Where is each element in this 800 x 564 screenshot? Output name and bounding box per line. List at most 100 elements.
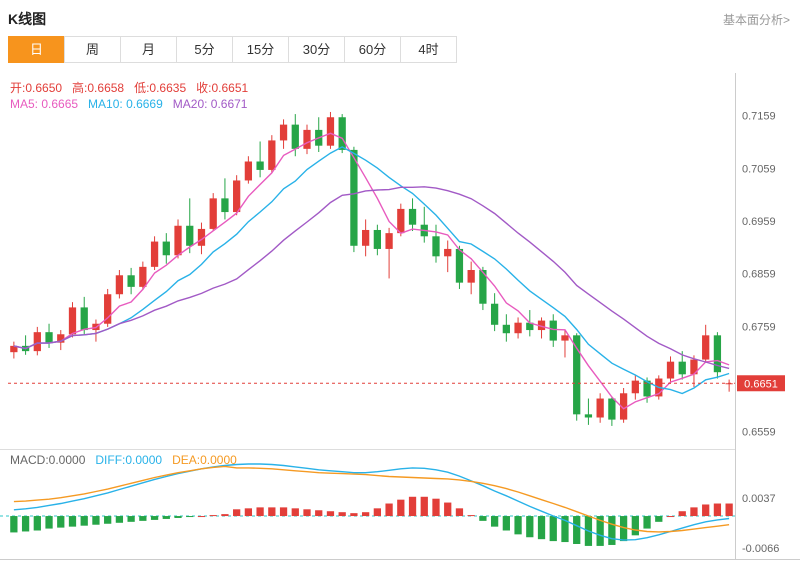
macd-histogram-bar [33,516,41,531]
candle-body [490,303,499,325]
macd-histogram-bar [127,516,135,522]
candle-body [104,294,112,324]
tab-15min[interactable]: 15分 [232,36,289,63]
current-price-tag [737,375,785,392]
macd-histogram-bar [80,516,88,526]
candle-body [139,266,147,287]
price-axis-label: 0.6759 [742,321,776,333]
candle-body [291,124,299,149]
macd-histogram-bar [537,516,546,540]
macd-histogram-bar [338,512,346,517]
macd-axis-label: -0.0066 [742,543,779,555]
candle-body [33,332,41,352]
macd-histogram-bar [490,516,499,527]
macd-histogram-bar [479,516,487,521]
price-axis-label: 0.7159 [742,111,776,123]
candle-body [268,140,276,170]
current-price-value: 0.6651 [744,378,778,390]
ma10-line [13,146,730,395]
macd-histogram-bar [526,516,534,538]
tab-4hour[interactable]: 4时 [400,36,457,63]
tab-30min[interactable]: 30分 [288,36,345,63]
candle-body [455,248,464,283]
fundamental-analysis-link[interactable]: 基本面分析> [722,12,790,27]
candle-body [326,117,335,146]
candle-body [279,124,288,141]
macd-histogram-bar [256,507,264,517]
candle-body [526,322,534,331]
macd-histogram-bar [397,499,405,517]
candle-body [174,225,182,256]
candle-body [338,117,346,150]
macd-histogram-bar [678,511,686,517]
macd-histogram-bar [197,516,206,518]
macd-histogram-bar [150,516,159,520]
candle-body [80,307,88,331]
tab-week[interactable]: 周 [64,36,121,63]
tab-5min[interactable]: 5分 [176,36,233,63]
candle-body [549,320,557,341]
macd-histogram-bar [104,516,112,524]
candle-body [502,324,510,334]
macd-histogram-bar [608,516,616,545]
candle-body [186,225,194,246]
diff-line [13,463,730,541]
candle-body [432,236,440,257]
price-axis-label: 0.6959 [742,216,776,228]
macd-histogram-bar [92,516,100,525]
tab-day[interactable]: 日 [8,36,65,63]
price-axis-label: 0.7059 [742,163,776,175]
candle-body [537,320,546,331]
candle-body [467,270,475,283]
header: K线图 基本面分析> [0,0,800,34]
candle-body [397,208,405,234]
candle-body [68,307,77,335]
candle-body [596,398,604,418]
macd-histogram-bar [444,502,452,517]
macd-histogram-bar [279,507,288,517]
macd-histogram-bar [702,504,710,517]
candle-body [115,275,124,295]
candle-body [408,208,417,225]
macd-histogram-bar [233,509,241,517]
candle-body [209,198,217,229]
candle-body [233,180,241,213]
tab-60min[interactable]: 60分 [344,36,401,63]
chart-panel[interactable]: 0.7159 0.7059 0.6959 0.6859 0.6759 0.6559 0.00… [0,71,800,563]
macd-histogram-bar [655,516,663,522]
macd-histogram-bar [666,516,675,518]
candle-body [584,414,593,418]
candle-body [690,359,698,375]
ma20-line [13,186,730,370]
candle-body [479,270,487,304]
candle-body [514,322,522,334]
macd-histogram-bar [420,496,428,517]
candle-body [619,393,628,420]
macd-histogram-bar [221,514,229,517]
macd-histogram-bar [619,516,628,542]
price-axis-label: 0.6559 [742,427,776,439]
macd-histogram-bar [186,516,194,518]
dea-line [13,465,730,533]
candle-body [631,380,639,394]
candle-body [197,228,206,246]
candle-body [702,335,710,360]
price-axis-label: 0.6859 [742,269,776,281]
macd-histogram-bar [514,516,522,535]
candle-body [608,398,616,420]
candle-body [303,129,311,149]
macd-histogram-bar [45,516,53,529]
candle-body [362,229,370,246]
macd-histogram-bar [455,508,464,517]
candle-body [57,334,65,343]
macd-histogram-bar [10,516,18,533]
macd-histogram-bar [713,503,722,517]
macd-axis-label: 0.0037 [742,493,776,505]
candle-body [678,361,686,375]
macd-histogram-bar [21,516,30,532]
kline-plot[interactable]: 0.7159 0.7059 0.6959 0.6859 0.6759 0.6559 0.00… [0,71,800,563]
tab-month[interactable]: 月 [120,36,177,63]
macd-histogram-bar [690,507,698,517]
page-title: K线图 [8,11,47,27]
macd-histogram-bar [162,516,170,519]
